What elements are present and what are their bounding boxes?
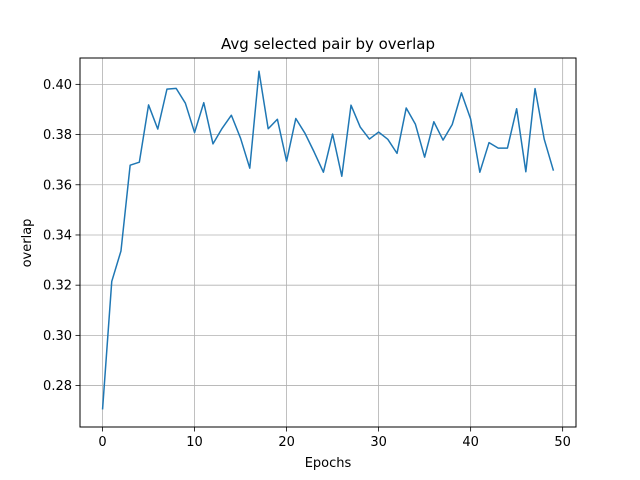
y-tick-label: 0.36: [43, 178, 72, 193]
x-tick-label: 30: [370, 435, 387, 450]
x-axis-label: Epochs: [305, 456, 352, 471]
x-tick-label: 10: [186, 435, 203, 450]
x-tick-label: 40: [462, 435, 479, 450]
x-tick-label: 20: [278, 435, 295, 450]
x-tick-label: 50: [554, 435, 571, 450]
x-axis-ticks: 0 10 20 30 40 50: [98, 427, 571, 450]
y-tick-label: 0.28: [43, 379, 72, 394]
chart-title: Avg selected pair by overlap: [221, 35, 435, 53]
y-axis-label: overlap: [20, 219, 35, 268]
series-line: [101, 70, 555, 410]
y-tick-label: 0.30: [43, 329, 72, 344]
y-tick-label: 0.38: [43, 128, 72, 143]
y-tick-label: 0.34: [43, 228, 72, 243]
x-tick-label: 0: [98, 435, 106, 450]
y-tick-label: 0.32: [43, 279, 72, 294]
y-axis-ticks: 0.28 0.30 0.32 0.34 0.36 0.38 0.40: [43, 78, 80, 394]
plot-frame: [79, 57, 577, 428]
grid-lines: [80, 58, 576, 427]
y-tick-label: 0.40: [43, 78, 72, 93]
